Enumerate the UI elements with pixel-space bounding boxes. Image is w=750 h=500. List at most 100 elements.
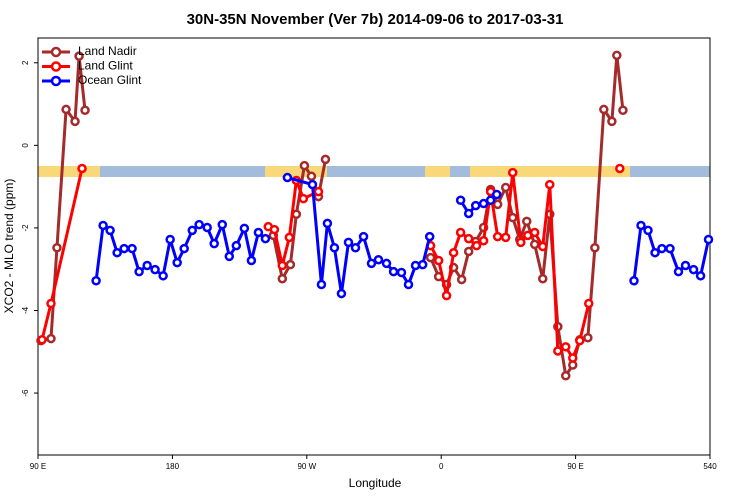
legend-marker (50, 75, 62, 87)
data-point (165, 234, 175, 245)
data-point (612, 50, 622, 61)
data-point (396, 267, 407, 278)
data-point (568, 353, 578, 363)
data-point (246, 255, 257, 266)
data-point (615, 163, 625, 174)
x-tick-label: 540 (703, 462, 717, 471)
data-point (463, 246, 474, 257)
data-point (285, 259, 296, 270)
data-point (217, 219, 228, 230)
legend-label: Ocean Glint (78, 73, 142, 87)
data-point (560, 342, 571, 352)
data-point (202, 222, 212, 233)
data-point (46, 298, 56, 309)
y-axis-label: XCO2 - MLO trend (ppm) (2, 179, 16, 314)
data-point (158, 271, 168, 281)
x-tick-label: 90 E (567, 462, 583, 471)
data-point (336, 288, 347, 299)
data-point (313, 186, 324, 197)
data-point (194, 219, 204, 230)
x-tick-label: 0 (439, 462, 444, 471)
series-line (40, 55, 625, 380)
data-point (537, 241, 548, 252)
data-point (455, 227, 466, 238)
data-point (179, 243, 189, 254)
chart-title: 30N-35N November (Ver 7b) 2014-09-06 to … (187, 11, 564, 28)
data-point (599, 104, 609, 115)
data-point (590, 242, 600, 253)
data-point (424, 231, 435, 242)
data-point (575, 335, 585, 346)
data-point (299, 160, 310, 171)
data-point (316, 279, 327, 290)
data-point (545, 179, 555, 190)
data-point (172, 257, 182, 268)
plot-frame (37, 37, 711, 456)
data-point (46, 333, 56, 344)
data-point (425, 252, 436, 263)
data-point (98, 220, 108, 231)
series-line (94, 176, 710, 294)
data-point (239, 223, 250, 234)
data-point (703, 234, 714, 245)
data-point (329, 242, 340, 253)
data-point (187, 225, 198, 236)
legend-label: Land Glint (78, 59, 133, 73)
data-point (417, 259, 428, 270)
data-point (142, 260, 152, 271)
data-point (507, 167, 518, 178)
ocean-band (38, 166, 710, 177)
data-point (134, 266, 144, 277)
data-point (253, 227, 264, 238)
data-point (91, 276, 101, 286)
data-point (492, 189, 502, 200)
data-point (277, 260, 288, 271)
data-point (673, 266, 684, 277)
land-mask-strip (38, 166, 710, 177)
y-tick-label: 2 (21, 60, 30, 65)
data-point (307, 179, 318, 190)
data-point (618, 105, 628, 116)
legend-marker (50, 46, 62, 58)
data-point (680, 260, 691, 271)
data-point (485, 195, 496, 206)
data-point (298, 193, 309, 204)
data-point (373, 254, 384, 265)
data-point (643, 225, 653, 236)
land-band (470, 166, 630, 177)
data-point (224, 251, 235, 262)
data-point (665, 243, 675, 254)
data-point (209, 238, 219, 249)
data-point (583, 332, 593, 343)
x-tick-label: 90 E (30, 462, 46, 471)
data-point (291, 209, 302, 220)
data-point (388, 266, 399, 277)
y-tick-label: -2 (21, 224, 30, 232)
data-point (560, 370, 571, 381)
data-point (500, 232, 511, 243)
data-point (516, 237, 526, 248)
data-point (492, 231, 503, 242)
data-point (37, 335, 47, 345)
data-point (343, 237, 354, 248)
data-point (433, 271, 444, 282)
data-point (282, 172, 293, 183)
data-point (433, 255, 444, 266)
data-point (463, 233, 474, 244)
x-tick-label: 180 (166, 462, 180, 471)
data-point (320, 154, 331, 165)
data-point (507, 212, 518, 223)
data-point (322, 218, 333, 229)
data-point (127, 243, 137, 254)
data-point (478, 235, 489, 246)
data-point (478, 198, 489, 209)
data-point (455, 195, 466, 206)
data-point (529, 227, 540, 238)
data-point (695, 271, 706, 281)
data-point (381, 258, 392, 269)
data-point (456, 274, 467, 285)
data-point (74, 51, 84, 61)
data-point (260, 233, 271, 244)
data-point (607, 116, 617, 127)
